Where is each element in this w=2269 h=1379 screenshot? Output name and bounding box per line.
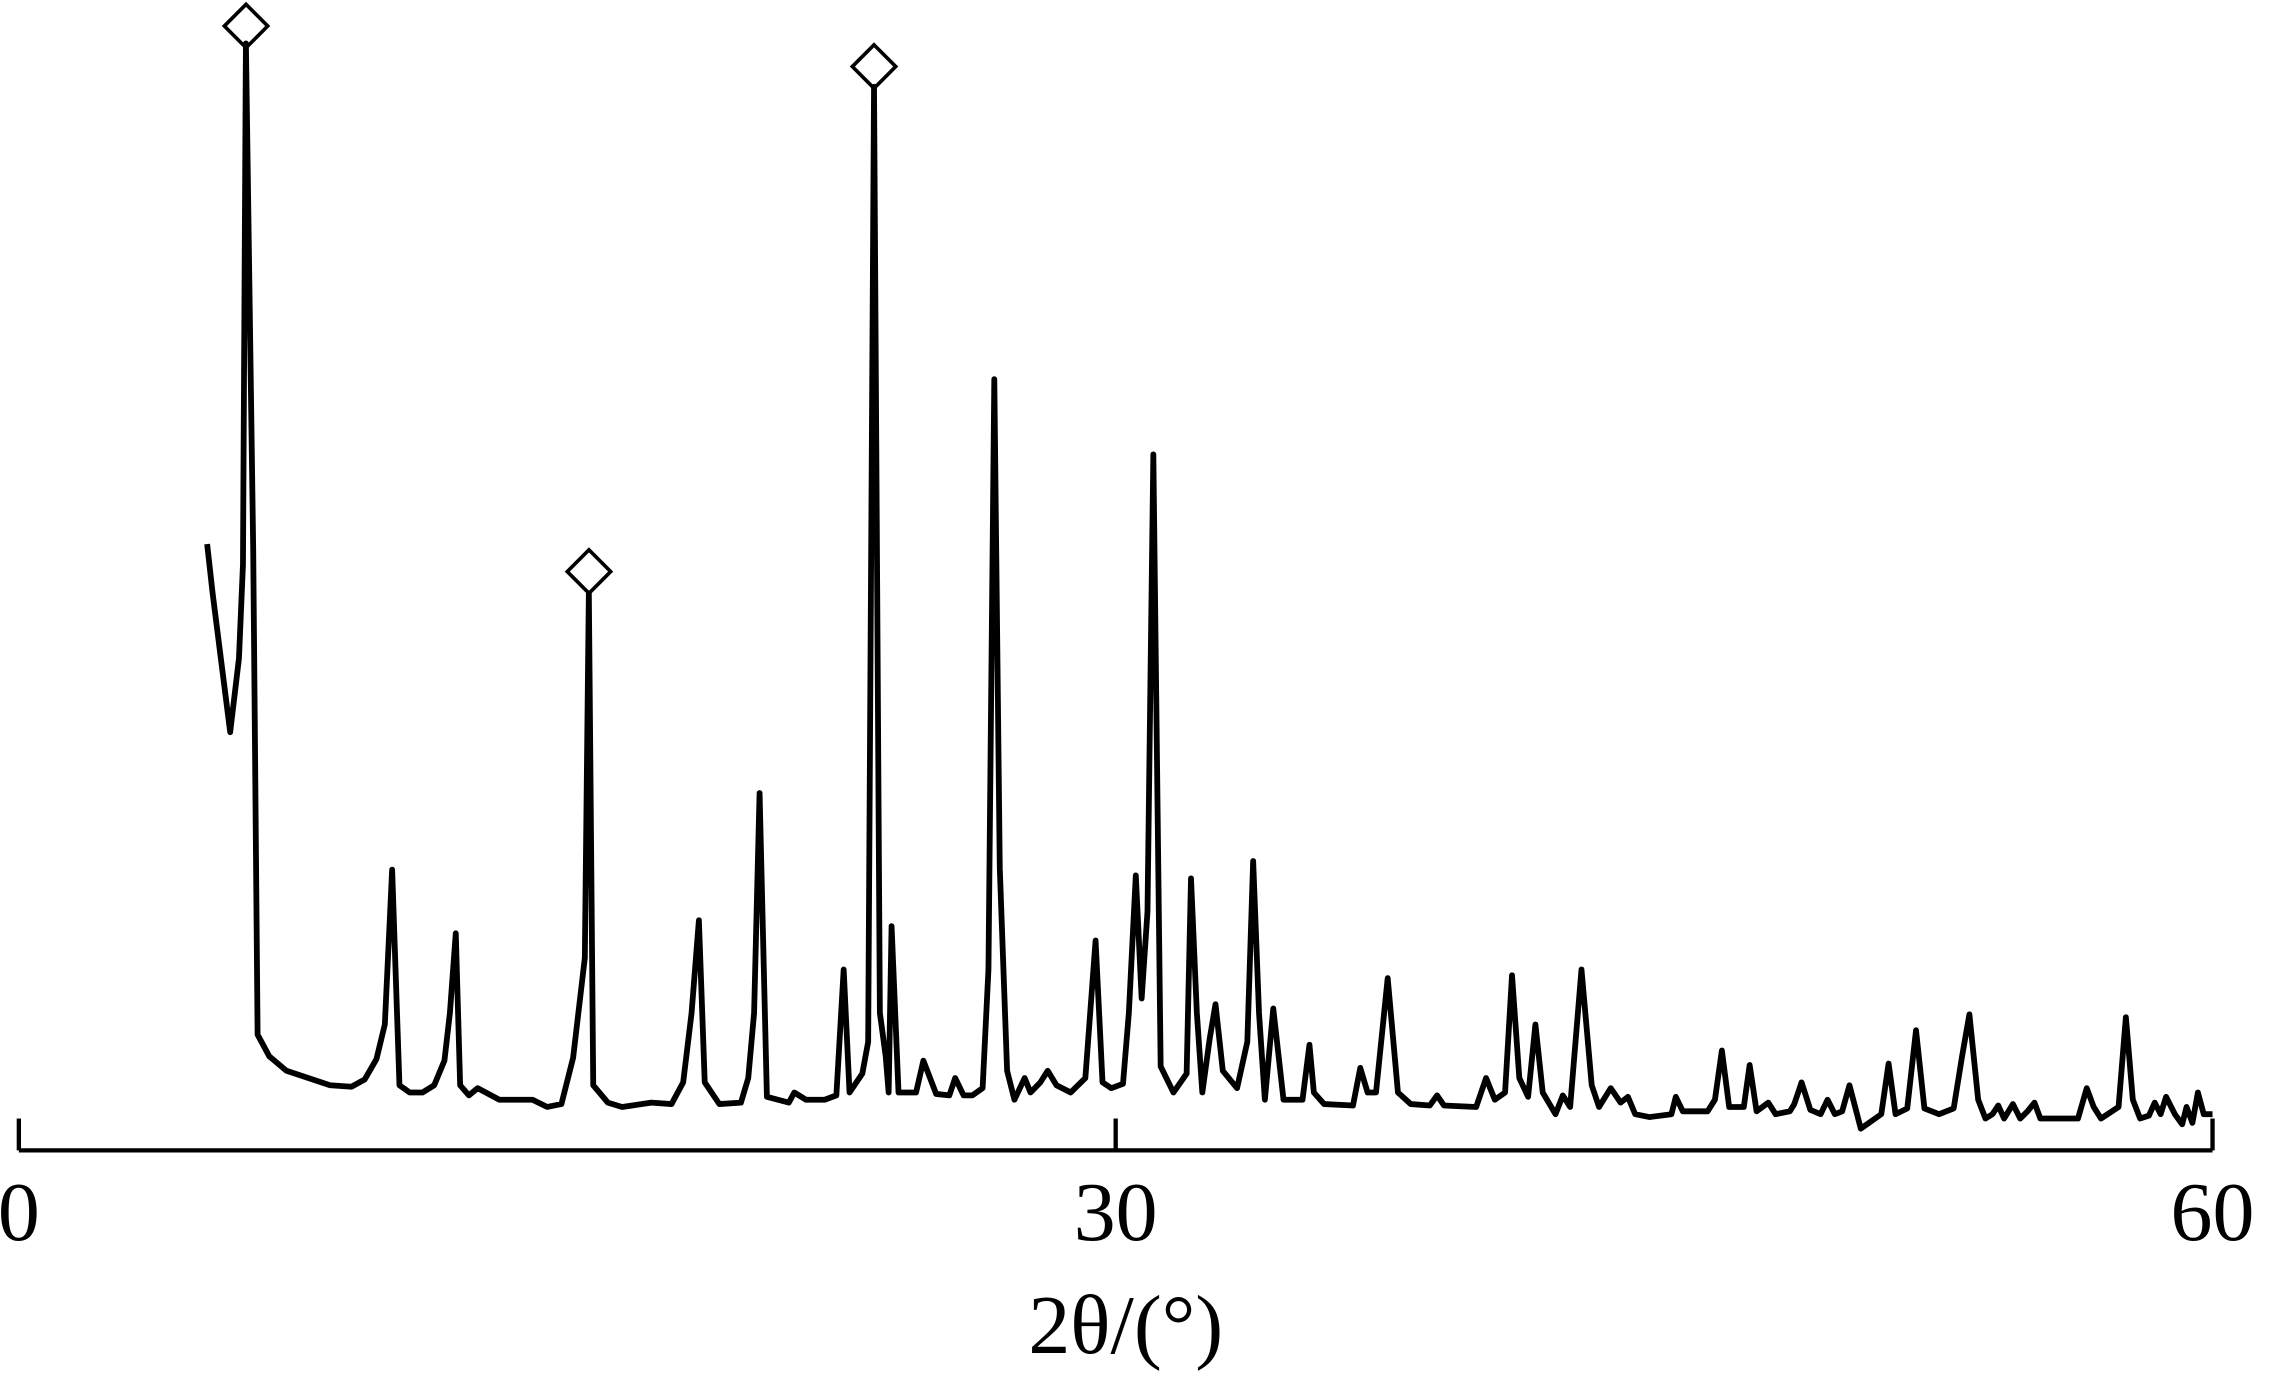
phase-marker xyxy=(564,547,614,596)
xrd-pattern xyxy=(204,40,2213,1132)
x-tick-label: 30 xyxy=(1074,1166,1158,1259)
x-axis-label: 2θ/(°) xyxy=(1028,1279,1223,1372)
x-tick-label: 0 xyxy=(0,1166,40,1259)
x-tick-label: 60 xyxy=(2171,1166,2255,1259)
phase-markers xyxy=(221,1,899,596)
phase-marker xyxy=(849,42,899,91)
